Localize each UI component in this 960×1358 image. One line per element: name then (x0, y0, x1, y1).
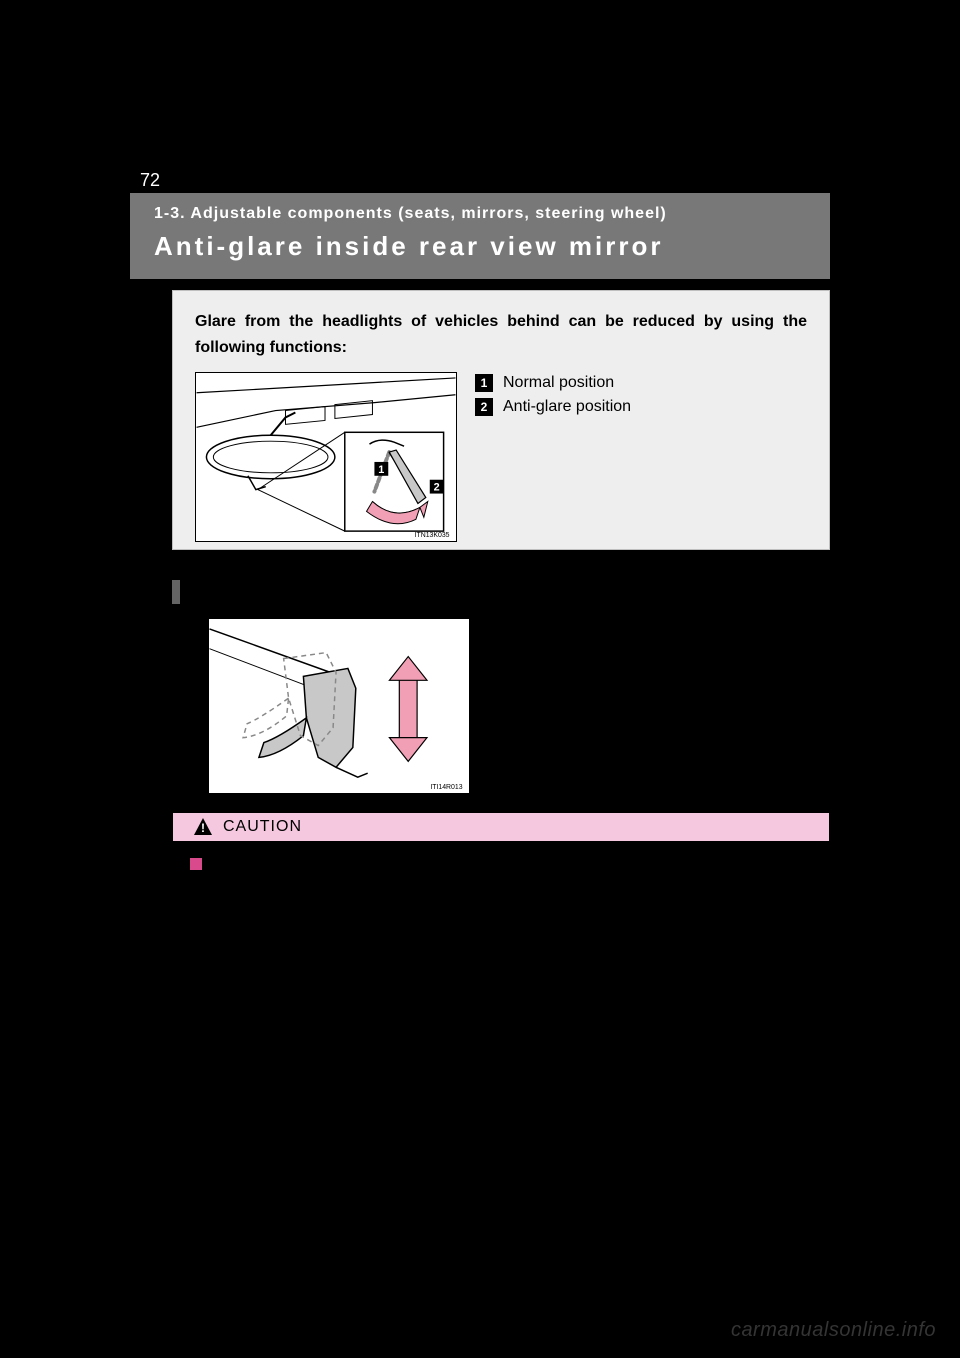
caution-body: Caution while driving Do not adjust the … (190, 854, 830, 932)
illus2-code: ITI14R013 (430, 784, 462, 791)
section-bar-icon (172, 580, 180, 604)
intro-panel: Glare from the headlights of vehicles be… (172, 290, 830, 550)
svg-text:!: ! (201, 821, 205, 835)
section-title: To adjust the height of rear view mirror (192, 582, 481, 602)
caution-paragraph: Do not adjust the position of the mirror… (212, 881, 830, 932)
section-path: 1-3. Adjustable components (seats, mirro… (154, 205, 806, 223)
position-label-2: Anti-glare position (503, 398, 631, 416)
badge-2: 2 (475, 398, 493, 416)
intro-text: Glare from the headlights of vehicles be… (195, 309, 807, 360)
intro-content-row: 1 2 ITN13K035 1 Normal position 2 (195, 372, 807, 542)
page-title: Anti-glare inside rear view mirror (154, 231, 806, 262)
svg-text:1: 1 (378, 464, 384, 476)
caution-heading-row: Caution while driving (190, 854, 830, 871)
bullet-square-icon (190, 858, 202, 870)
svg-text:2: 2 (434, 482, 440, 494)
illustration-height-adjust-wrap: ITI14R013 (208, 618, 470, 794)
page-number: 72 (140, 170, 160, 191)
watermark: carmanualsonline.info (731, 1319, 936, 1342)
section-heading-row: To adjust the height of rear view mirror (172, 580, 481, 604)
illustration-height-adjust: ITI14R013 (208, 618, 470, 794)
illustration-mirror-lever: 1 2 ITN13K035 (195, 372, 457, 542)
caution-heading: Caution while driving (212, 854, 350, 871)
illus1-code: ITN13K035 (415, 532, 450, 539)
section-header: 1-3. Adjustable components (seats, mirro… (130, 193, 830, 279)
caution-icon: ! (193, 817, 213, 837)
caution-bar: ! CAUTION (172, 812, 830, 842)
position-row-1: 1 Normal position (475, 374, 807, 392)
manual-page: 72 1-3. Adjustable components (seats, mi… (0, 0, 960, 1358)
position-list: 1 Normal position 2 Anti-glare position (475, 372, 807, 542)
position-label-1: Normal position (503, 374, 614, 392)
badge-1: 1 (475, 374, 493, 392)
caution-label: CAUTION (223, 818, 302, 836)
position-row-2: 2 Anti-glare position (475, 398, 807, 416)
height-adjust-text: Adjust the height of the rear view mirro… (490, 618, 820, 672)
